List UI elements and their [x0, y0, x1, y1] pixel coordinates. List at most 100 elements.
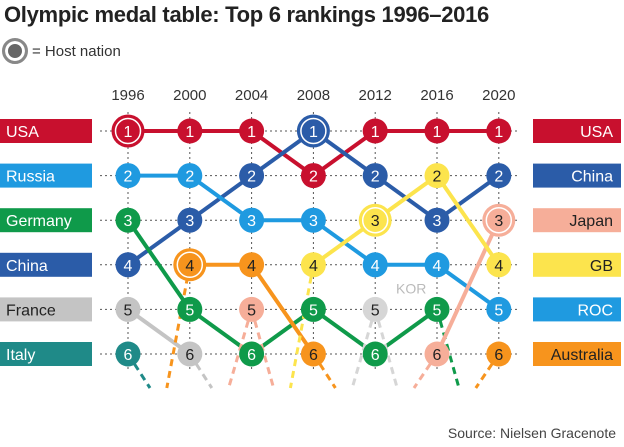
rank-marker-china: 2: [486, 163, 512, 189]
rank-marker-italy: 6: [115, 341, 141, 367]
country-label-text: China: [571, 169, 613, 186]
country-label-text: Italy: [6, 347, 35, 364]
year-tick-label: 2008: [297, 87, 330, 104]
rank-dot: [300, 341, 326, 367]
rank-marker-usa: 1: [362, 118, 388, 144]
rank-label: 6: [247, 347, 256, 364]
rank-dot: [239, 252, 265, 278]
rank-label: 5: [124, 302, 133, 319]
source-note: Source: Nielsen Gracenote: [447, 425, 616, 441]
rank-label: 5: [309, 302, 318, 319]
rank-label: 3: [371, 213, 380, 230]
rank-label: 4: [185, 258, 194, 275]
rank-dot: [115, 296, 141, 322]
rank-label: 4: [124, 258, 133, 275]
country-label-box: [0, 208, 92, 233]
rank-label: 1: [433, 124, 442, 141]
rank-marker-france: 5: [115, 296, 141, 322]
rank-marker-germany: 6: [362, 341, 388, 367]
rank-dot: [177, 296, 203, 322]
rank-dot: [424, 118, 450, 144]
series-segment: [435, 173, 500, 222]
rank-label: 3: [185, 213, 194, 230]
rank-marker-australia: 6: [486, 341, 512, 367]
rank-label: 2: [494, 169, 503, 186]
rank-dot: [239, 296, 265, 322]
series-segment: [435, 174, 501, 266]
rank-dot: [239, 341, 265, 367]
rank-marker-usa: 1: [177, 118, 203, 144]
country-label-gb: GB: [533, 252, 621, 277]
rank-dot: [300, 163, 326, 189]
country-label-text: Germany: [6, 213, 72, 230]
rank-dot: [361, 206, 389, 234]
rank-dot: [362, 118, 388, 144]
rank-label: 6: [371, 347, 380, 364]
rank-dot: [362, 296, 388, 322]
rank-label: 3: [124, 213, 133, 230]
rank-dot: [115, 252, 141, 278]
country-label-roc: ROC: [533, 297, 621, 322]
rank-dot: [362, 341, 388, 367]
rank-label: 1: [494, 124, 503, 141]
rank-dot: [239, 118, 265, 144]
rank-dot: [486, 296, 512, 322]
year-tick-label: 2020: [482, 87, 515, 104]
country-label-box: [0, 342, 92, 366]
country-label-box: [0, 119, 92, 143]
rank-label: 4: [309, 258, 318, 275]
rank-dot: [424, 296, 450, 322]
country-label-china: China: [0, 252, 92, 277]
rank-label: 1: [185, 124, 194, 141]
country-label-japan: Japan: [533, 208, 621, 233]
rank-marker-russia: 3: [239, 207, 265, 233]
rank-marker-china: 3: [424, 207, 450, 233]
series-segment: [126, 307, 191, 356]
rank-marker-china: 2: [362, 163, 388, 189]
rank-label: 1: [371, 124, 380, 141]
country-label-box: [533, 297, 621, 322]
rank-dot: [362, 163, 388, 189]
country-label-box: [533, 163, 621, 188]
country-label-russia: Russia: [0, 163, 92, 188]
country-label-box: [533, 208, 621, 233]
rank-marker-russia: 2: [177, 163, 203, 189]
rank-marker-china: 3: [177, 207, 203, 233]
rank-marker-germany: 3: [115, 207, 141, 233]
rank-label: 5: [185, 302, 194, 319]
chart-title: Olympic medal table: Top 6 rankings 1996…: [4, 2, 489, 27]
country-label-text: Australia: [551, 347, 613, 364]
country-label-text: ROC: [577, 302, 613, 319]
rank-label: 4: [247, 258, 256, 275]
country-label-australia: Australia: [533, 342, 621, 366]
rank-dot: [486, 341, 512, 367]
rank-dot: [485, 206, 513, 234]
rank-label: 1: [309, 124, 318, 141]
rank-marker-australia: 4: [239, 252, 265, 278]
rank-label: 4: [494, 258, 503, 275]
rank-label: 3: [247, 213, 256, 230]
rank-label: 3: [433, 213, 442, 230]
rank-marker-gb: 4: [300, 252, 326, 278]
rank-label: 3: [494, 213, 503, 230]
rank-marker-japan: 5: [239, 296, 265, 322]
host-legend: = Host nation: [2, 38, 121, 64]
rank-marker-usa: 2: [300, 163, 326, 189]
rank-marker-germany: 5: [424, 296, 450, 322]
country-label-germany: Germany: [0, 208, 92, 233]
rank-dot: [177, 341, 203, 367]
rank-dot: [424, 341, 450, 367]
rank-dot: [239, 163, 265, 189]
rank-dot: [300, 296, 326, 322]
year-tick-label: 2000: [173, 87, 206, 104]
rank-label: 4: [433, 258, 442, 275]
country-label-box: [0, 163, 92, 188]
series-segment: [435, 219, 501, 355]
rank-label: 5: [494, 302, 503, 319]
rank-dot: [115, 207, 141, 233]
rank-label: 6: [494, 347, 503, 364]
rank-marker-germany: 6: [239, 341, 265, 367]
rank-label: 6: [309, 347, 318, 364]
rank-label: 2: [309, 169, 318, 186]
